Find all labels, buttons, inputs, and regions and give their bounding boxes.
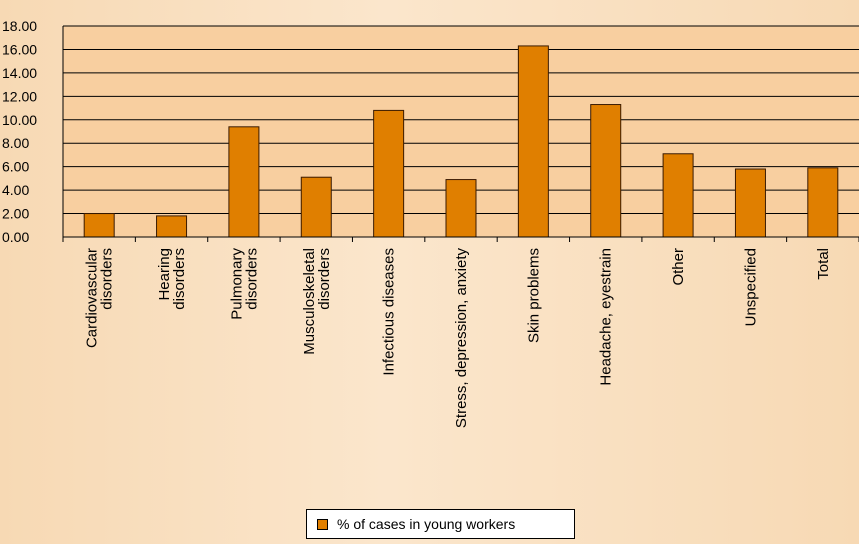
x-tick-label: disorders (316, 248, 333, 310)
legend: % of cases in young workers (306, 509, 575, 539)
x-tick-label: Stress, depression, anxiety (453, 248, 470, 429)
y-tick-label: 0.00 (2, 229, 29, 245)
legend-swatch (317, 518, 328, 530)
y-tick-label: 10.00 (2, 112, 37, 128)
x-tick-label: Infectious diseases (381, 248, 398, 376)
x-tick-label: Skin problems (525, 248, 542, 343)
bar (590, 104, 622, 238)
bar (517, 45, 549, 238)
y-tick-label: 6.00 (2, 159, 29, 175)
x-tick-label: disorders (99, 248, 116, 310)
bar (300, 176, 332, 238)
x-tick-label: disorders (243, 248, 260, 310)
bar (807, 167, 839, 238)
x-tick-label: Pulmonary (228, 248, 245, 320)
bar (83, 213, 115, 238)
bar (734, 168, 766, 238)
y-tick-label: 12.00 (2, 88, 37, 104)
x-tick-label: Musculoskeletal (301, 248, 318, 355)
legend-label: % of cases in young workers (337, 516, 516, 532)
x-tick-label: Headache, eyestrain (598, 248, 615, 386)
y-tick-label: 4.00 (2, 182, 29, 198)
bar (228, 126, 260, 238)
x-tick-label: Hearing (156, 248, 173, 301)
x-tick-label: Total (815, 248, 832, 280)
y-tick-label: 18.00 (2, 18, 37, 34)
x-tick-label: Other (670, 248, 687, 286)
x-tick-label: Unspecified (742, 248, 759, 326)
bar (662, 153, 694, 238)
bar (373, 109, 405, 238)
x-tick-label: disorders (171, 248, 188, 310)
y-tick-label: 2.00 (2, 206, 29, 222)
y-tick-label: 16.00 (2, 41, 37, 57)
x-tick-label: Cardiovascular (84, 248, 101, 348)
bar (156, 215, 188, 238)
y-tick-label: 14.00 (2, 65, 37, 81)
bar (445, 179, 477, 238)
y-tick-label: 8.00 (2, 135, 29, 151)
